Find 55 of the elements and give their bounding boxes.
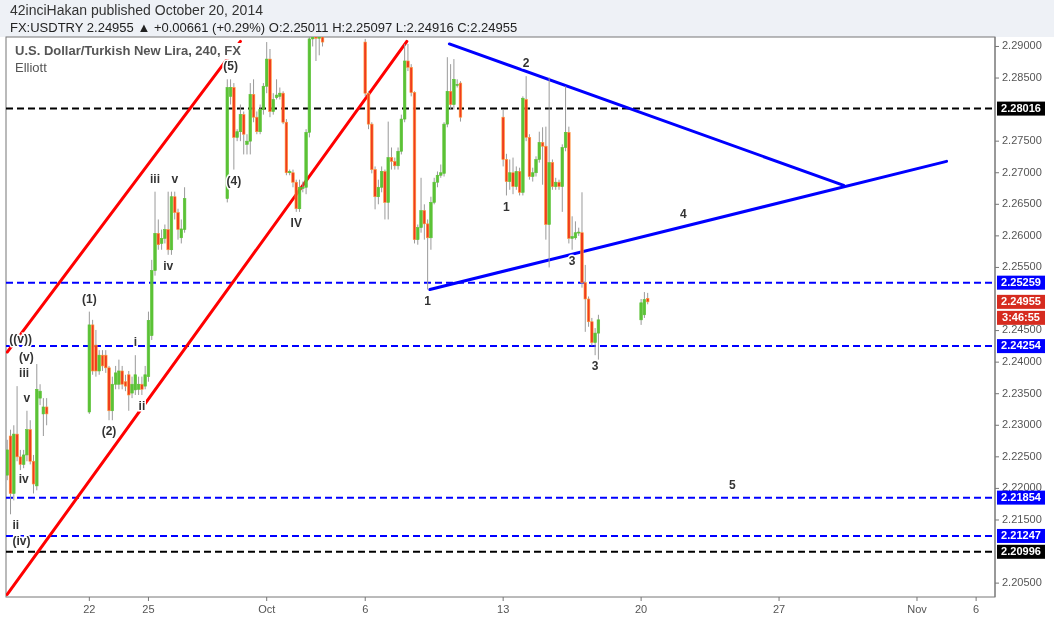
annotation: (5) [223,59,238,74]
text: FX:USDTRY 2.24955 ▲ +0.00661 (+0.29%) O:2.25011 H:2.25097 L:2.24916 C:2.24955 [10,20,518,35]
y-tick-label: 2.27500 [1002,134,1042,147]
ref-line-label: 2.25259 [1001,275,1041,288]
y-tick-label: 2.22500 [1002,449,1042,462]
x-tick-label: 13 [497,603,510,615]
annotation: 1 [503,199,511,214]
x-tick-label: 27 [772,603,786,615]
x-tick-label: Oct [258,603,276,615]
y-tick-label: 2.26000 [1002,228,1042,241]
ref-line-label: 2.20996 [1001,544,1041,557]
y-tick-label: 2.24000 [1002,355,1042,368]
text: U.S. Dollar/Turkish New Lira, 240, FX [15,43,242,58]
annotation: 2 [522,56,530,71]
annotation: (iv) [12,534,31,549]
annotation: 3 [568,253,576,268]
annotation: (1) [82,291,97,306]
annotation: i [133,335,137,350]
y-tick-label: 2.26500 [1002,197,1042,210]
y-tick-label: 2.27000 [1002,165,1042,178]
annotation: iii [19,366,30,381]
annotation: (2) [101,424,117,439]
y-tick-label: 2.29000 [1002,39,1042,52]
annotation: v [23,390,31,405]
annotation: iv [18,472,29,487]
text: 2.24955 [1001,294,1041,307]
x-tick-label: 25 [142,603,155,615]
text: Elliott [15,60,48,75]
x-tick-label: 20 [634,603,648,615]
annotation: IV [290,216,302,231]
y-tick-label: 2.23000 [1002,418,1042,431]
ref-line-label: 2.21247 [1001,528,1041,541]
annotation: (v) [19,350,34,365]
text: 3:46:55 [1002,310,1040,323]
y-tick-label: 2.25500 [1002,260,1042,273]
y-tick-label: 2.20500 [1002,576,1042,589]
annotation: 5 [728,477,736,492]
annotation: ii [12,518,20,533]
y-tick-label: 2.24500 [1002,323,1042,336]
annotation: 1 [424,293,432,308]
annotation: 4 [679,207,687,222]
ref-line-label: 2.24254 [1001,339,1042,352]
text: 42inciHakan published October 20, 2014 [10,2,264,18]
y-tick-label: 2.28500 [1002,70,1042,83]
annotation: 3 [591,359,599,374]
x-tick-label: 6 [362,603,369,615]
annotation: v [171,171,179,186]
x-tick-label: Nov [907,603,928,615]
y-tick-label: 2.21500 [1002,512,1042,525]
annotation: iii [150,171,161,186]
y-tick-label: 2.23500 [1002,386,1042,399]
x-tick-label: 22 [83,603,96,615]
ref-line-label: 2.28016 [1001,101,1041,114]
x-tick-label: 6 [973,603,980,615]
annotation: iv [163,258,174,273]
